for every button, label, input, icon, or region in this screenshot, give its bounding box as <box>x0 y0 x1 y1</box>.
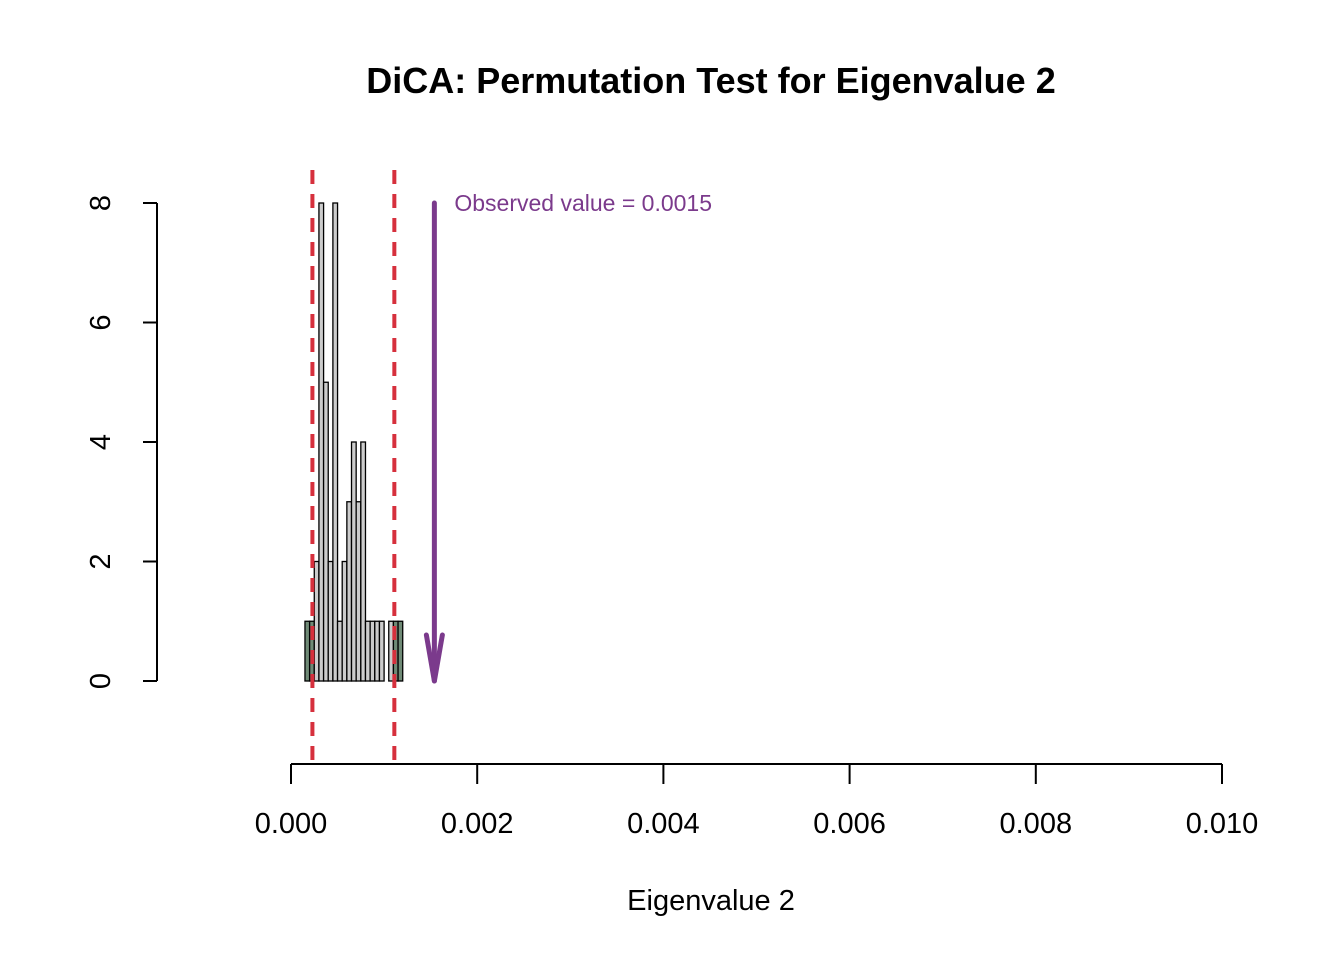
x-tick-label-3: 0.006 <box>813 808 886 840</box>
x-tick-label-4: 0.008 <box>1000 808 1073 840</box>
x-tick-label-0: 0.000 <box>255 808 328 840</box>
y-tick-label-2: 4 <box>85 434 117 450</box>
histogram-bar-19 <box>397 620 404 682</box>
histogram-bar-8 <box>341 560 348 682</box>
histogram-bar-11 <box>355 501 362 682</box>
histogram-bar-9 <box>346 501 353 682</box>
histogram-bar-5 <box>327 560 334 682</box>
x-axis-label: Eigenvalue 2 <box>627 885 795 917</box>
chart-title: DiCA: Permutation Test for Eigenvalue 2 <box>366 60 1055 101</box>
observed-value-label: Observed value = 0.0015 <box>454 190 712 216</box>
x-tick-label-5: 0.010 <box>1186 808 1259 840</box>
critical-lines <box>310 170 397 770</box>
y-tick-label-3: 6 <box>85 314 117 330</box>
observed-marker: Observed value = 0.0015 <box>423 190 712 684</box>
histogram-bar-12 <box>360 441 367 682</box>
y-axis: 0 2 4 6 8 <box>85 195 158 689</box>
y-tick-label-0: 0 <box>85 673 117 689</box>
x-axis: 0.000 0.002 0.004 0.006 0.008 0.010 <box>255 763 1259 840</box>
histogram-bar-7 <box>336 620 343 682</box>
histogram-bar-13 <box>364 620 371 682</box>
histogram-bar-6 <box>332 202 339 682</box>
histogram-bar-3 <box>318 202 325 682</box>
histogram-bar-0 <box>304 620 311 682</box>
y-tick-label-1: 2 <box>85 553 117 569</box>
histogram-bar-14 <box>369 620 376 682</box>
bars-group <box>304 202 404 682</box>
x-tick-label-2: 0.004 <box>627 808 700 840</box>
histogram-bar-16 <box>378 620 385 682</box>
histogram-bar-2 <box>313 560 320 682</box>
histogram-bar-4 <box>322 381 329 682</box>
observed-arrow-head <box>423 632 445 684</box>
x-tick-label-1: 0.002 <box>441 808 514 840</box>
y-tick-label-4: 8 <box>85 195 117 211</box>
histogram-bar-15 <box>374 620 381 682</box>
histogram-bar-10 <box>350 441 357 682</box>
